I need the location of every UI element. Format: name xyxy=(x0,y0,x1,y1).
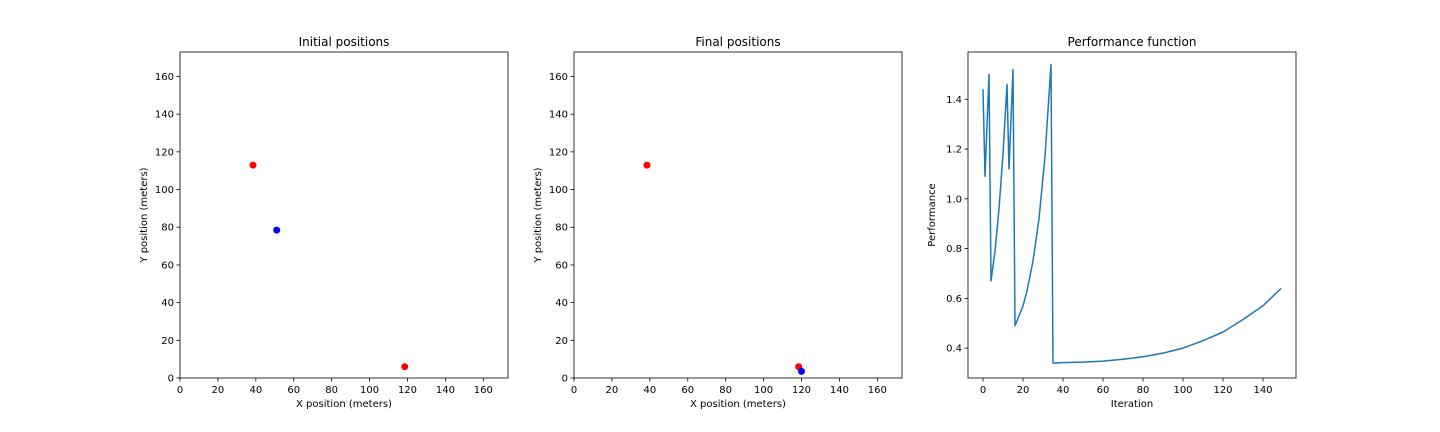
y-tick-label: 0 xyxy=(562,374,568,385)
data-marks xyxy=(643,161,805,375)
data-point-2 xyxy=(401,363,409,371)
chart-title: Final positions xyxy=(695,35,780,49)
y-tick-label: 0.8 xyxy=(946,244,962,255)
x-axis-label: Iteration xyxy=(1111,399,1153,410)
x-tick-label: 40 xyxy=(249,385,262,396)
data-point-1 xyxy=(643,161,651,169)
x-tick-label: 140 xyxy=(436,385,455,396)
x-tick-label: 80 xyxy=(719,385,732,396)
axes-frame xyxy=(179,51,509,379)
x-tick-label: 120 xyxy=(398,385,417,396)
y-tick-label: 60 xyxy=(555,260,568,271)
x-tick-label: 120 xyxy=(792,385,811,396)
y-tick-label: 20 xyxy=(555,336,568,347)
x-tick-label: 160 xyxy=(474,385,493,396)
y-tick-label: 80 xyxy=(161,223,174,234)
y-axis-label: Y position (meters) xyxy=(139,167,150,263)
y-tick-label: 0.4 xyxy=(946,344,962,355)
x-tick-label: 0 xyxy=(571,385,577,396)
x-tick-label: 60 xyxy=(1097,385,1110,396)
y-tick-label: 120 xyxy=(155,147,174,158)
x-tick-label: 140 xyxy=(1253,385,1272,396)
x-tick-label: 20 xyxy=(1017,385,1030,396)
x-tick-label: 20 xyxy=(606,385,619,396)
x-axis-label: X position (meters) xyxy=(690,399,786,410)
y-tick-label: 120 xyxy=(549,147,568,158)
data-point-3 xyxy=(798,367,805,375)
y-tick-label: 0 xyxy=(168,374,174,385)
x-axis-label: X position (meters) xyxy=(296,399,392,410)
y-tick-label: 0.6 xyxy=(946,294,962,305)
chart-title: Initial positions xyxy=(299,35,390,49)
final-positions-chart: 0 20 40 60 80 100 120 140 160 0 20 40 60 80 100 120 140 1… xyxy=(533,35,903,410)
x-tick-label: 60 xyxy=(681,385,694,396)
x-tick-label: 40 xyxy=(643,385,656,396)
x-tick-label: 80 xyxy=(325,385,338,396)
x-tick-label: 140 xyxy=(830,385,849,396)
performance-function-chart: 0 20 40 60 80 100 120 140 0.4 0.6 0.8 1.0 1.2 1.4 Perf… xyxy=(927,35,1297,410)
data-marks xyxy=(982,63,1282,364)
x-tick-label: 40 xyxy=(1057,385,1070,396)
y-tick-label: 1.4 xyxy=(946,95,962,106)
y-tick-label: 140 xyxy=(155,110,174,121)
x-tick-label: 20 xyxy=(212,385,225,396)
y-tick-label: 40 xyxy=(555,298,568,309)
x-tick-label: 160 xyxy=(868,385,887,396)
y-tick-label: 80 xyxy=(555,223,568,234)
y-tick-label: 100 xyxy=(549,185,568,196)
data-point-3 xyxy=(273,226,281,234)
y-tick-label: 60 xyxy=(161,260,174,271)
x-tick-label: 100 xyxy=(360,385,379,396)
series-line-1 xyxy=(982,63,1282,364)
initial-positions-chart: 0 20 40 60 80 100 120 140 160 0 20 40 60 80 100 120 140 1… xyxy=(139,35,509,410)
y-axis-label: Performance xyxy=(927,183,938,246)
axes-frame xyxy=(967,51,1297,379)
x-tick-label: 100 xyxy=(754,385,773,396)
data-point-1 xyxy=(249,161,257,169)
y-tick-label: 100 xyxy=(155,185,174,196)
y-tick-label: 140 xyxy=(549,110,568,121)
y-tick-label: 160 xyxy=(155,72,174,83)
x-tick-label: 0 xyxy=(177,385,183,396)
y-tick-label: 1.2 xyxy=(946,145,962,156)
x-tick-label: 120 xyxy=(1213,385,1232,396)
y-tick-label: 160 xyxy=(549,72,568,83)
y-tick-label: 20 xyxy=(161,336,174,347)
x-tick-label: 100 xyxy=(1173,385,1192,396)
y-tick-label: 40 xyxy=(161,298,174,309)
y-axis-label: Y position (meters) xyxy=(533,167,544,263)
x-tick-label: 80 xyxy=(1137,385,1150,396)
y-tick-label: 1.0 xyxy=(946,194,962,205)
axes-frame xyxy=(573,51,903,379)
x-tick-label: 60 xyxy=(287,385,300,396)
x-tick-label: 0 xyxy=(980,385,986,396)
chart-title: Performance function xyxy=(1068,35,1197,49)
data-marks xyxy=(249,161,409,371)
